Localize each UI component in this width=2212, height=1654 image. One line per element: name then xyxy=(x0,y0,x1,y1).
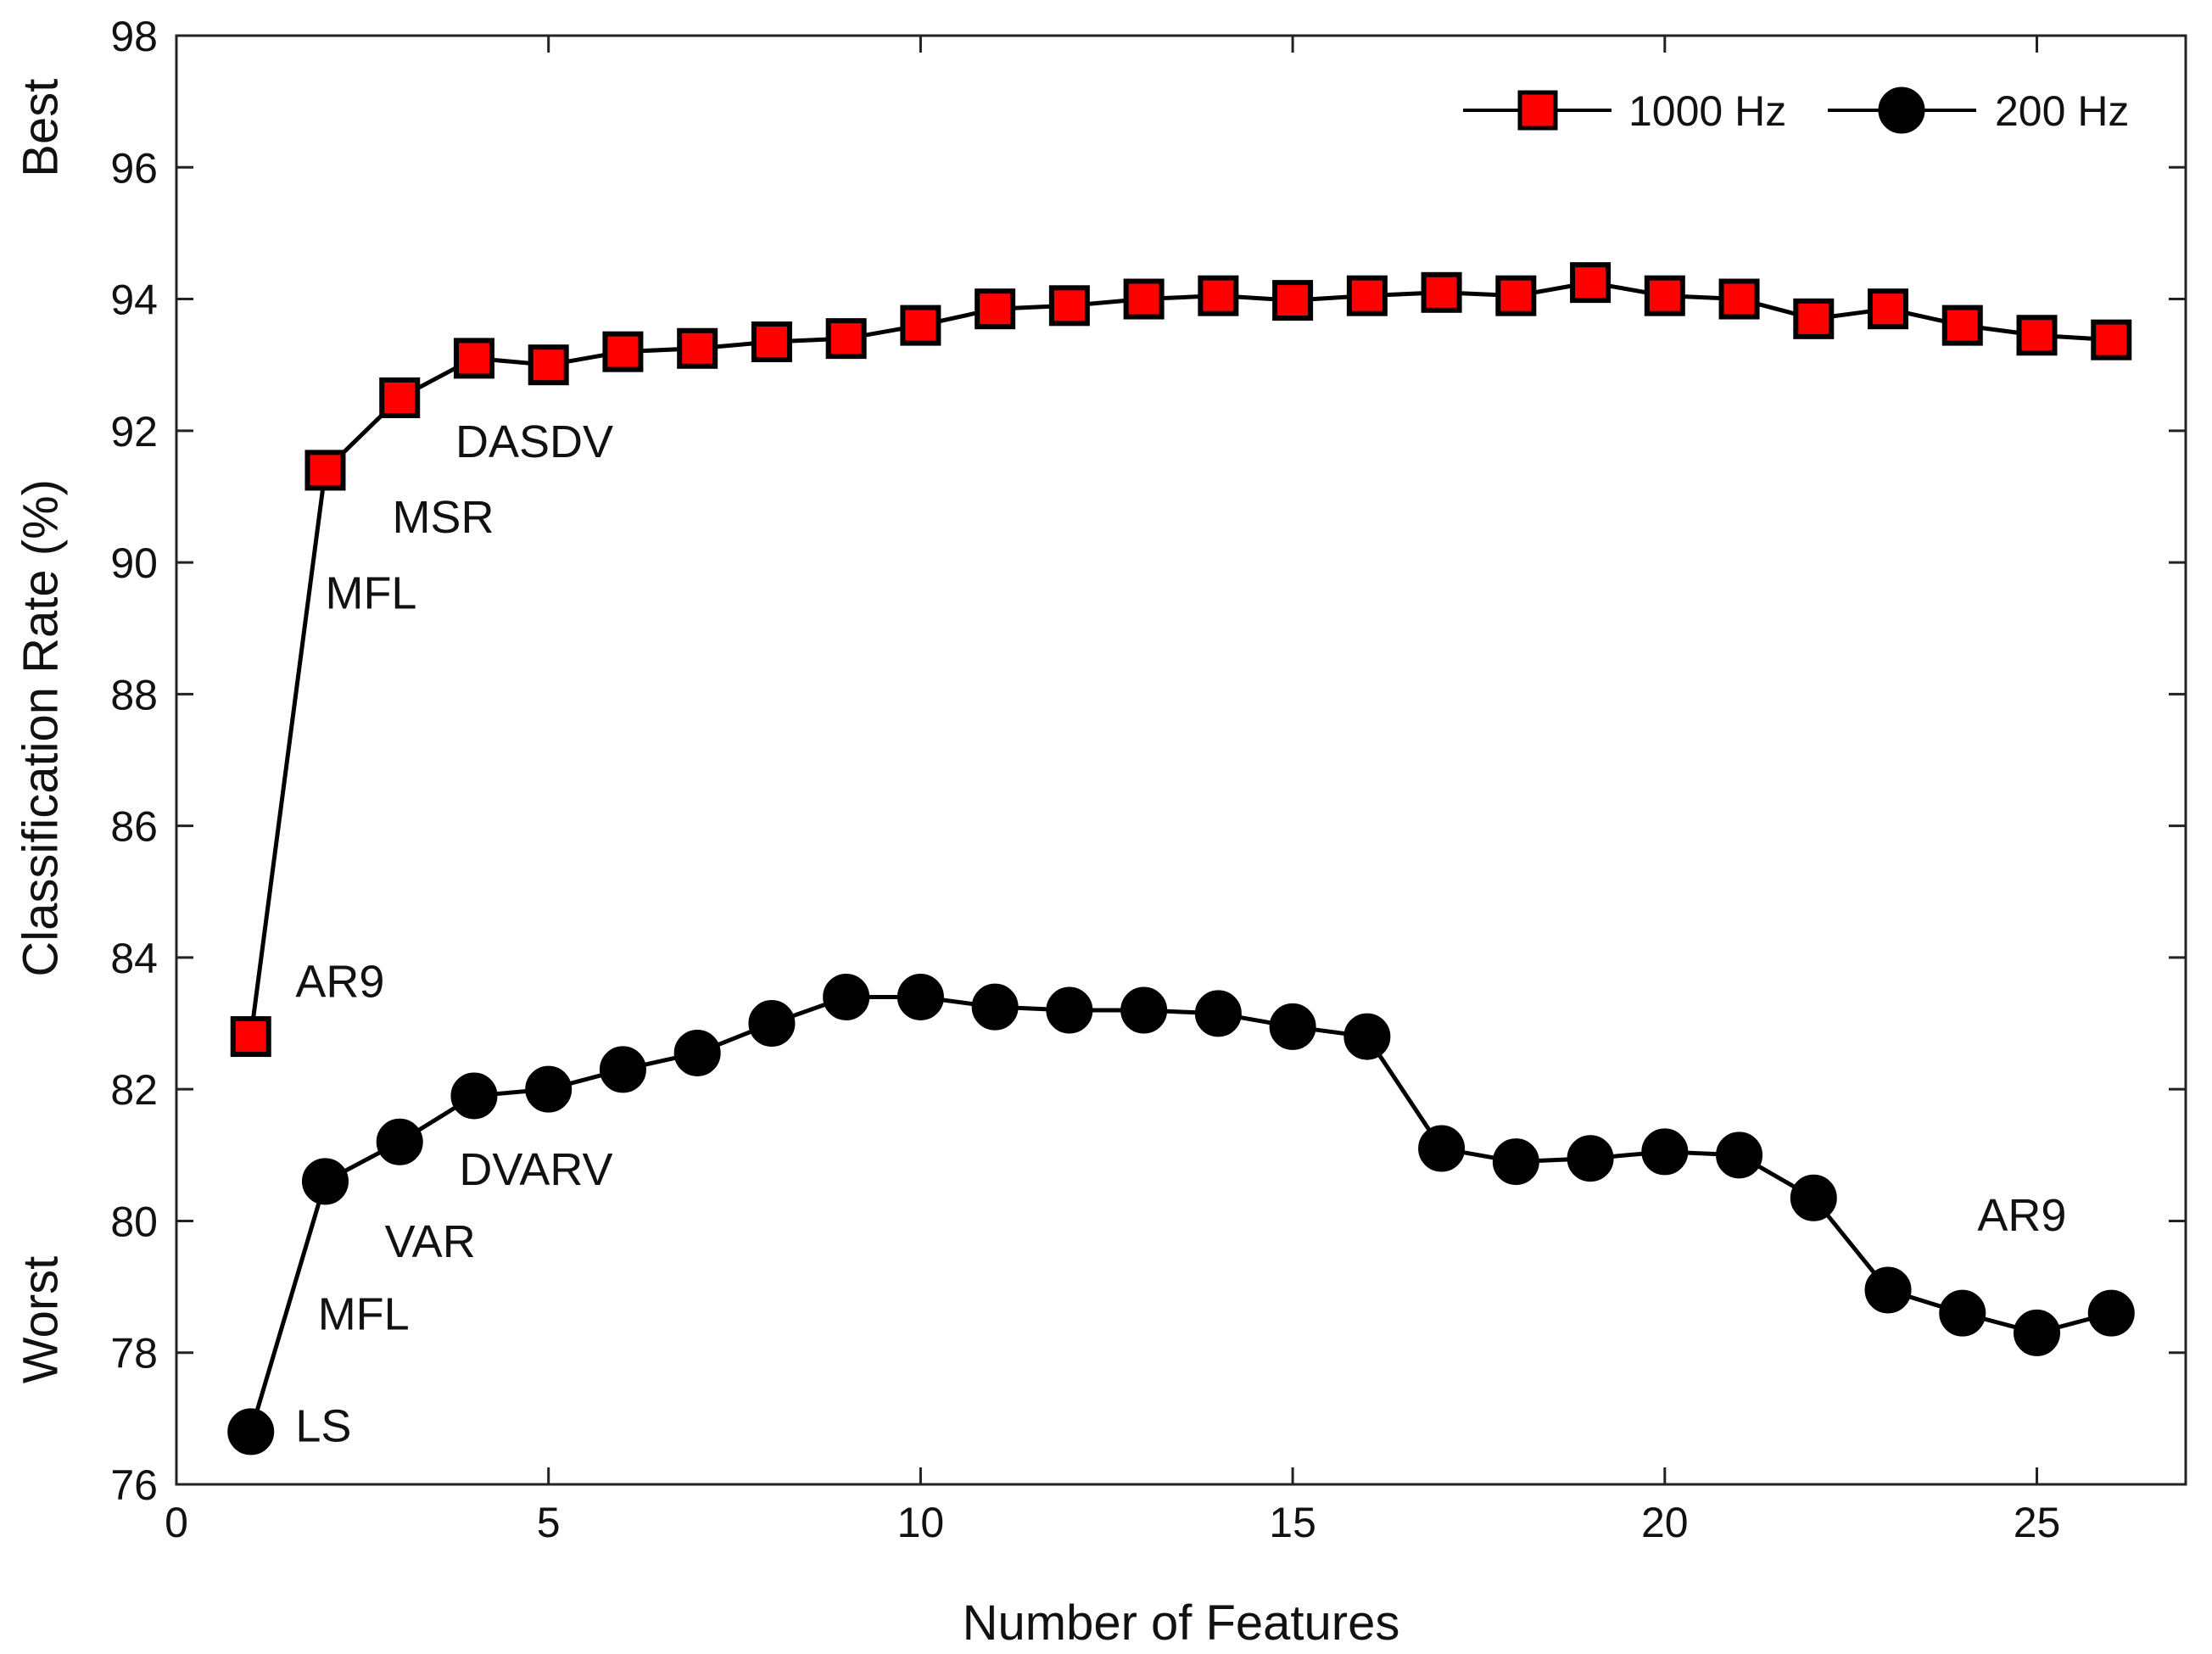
annotation-label: DVARV xyxy=(459,1144,612,1195)
annotation-label: DASDV xyxy=(455,416,613,467)
annotation-label: AR9 xyxy=(1977,1190,2066,1241)
series-markers xyxy=(227,262,2135,1456)
y-tick-label: 86 xyxy=(110,803,158,851)
y-axis-label: Classification Rate (%) xyxy=(13,479,68,977)
data-point-1000hz xyxy=(975,288,1016,330)
y-axis-best-label: Best xyxy=(13,79,68,177)
data-point-1000hz xyxy=(1346,275,1388,316)
data-point-1000hz xyxy=(230,1016,271,1058)
legend-marker-1000hz xyxy=(1517,90,1558,131)
annotations: AR9 MFL MSR DASDV LS MFL VAR DVARV AR9 xyxy=(295,416,2066,1452)
data-point-200hz xyxy=(1567,1135,1614,1182)
data-point-1000hz xyxy=(1793,298,1835,339)
annotation-label: VAR xyxy=(385,1216,476,1267)
y-axis-worst-label: Worst xyxy=(13,1256,68,1383)
data-point-200hz xyxy=(525,1065,573,1113)
data-point-1000hz xyxy=(2016,315,2058,356)
annotation-label: MFL xyxy=(318,1289,410,1340)
data-point-1000hz xyxy=(1421,271,1462,313)
data-point-200hz xyxy=(1716,1132,1763,1179)
data-point-200hz xyxy=(301,1158,349,1205)
tick-labels: 0 5 10 15 20 25 76 78 80 82 84 86 88 90 92 94 96 98 xyxy=(110,13,2060,1546)
y-tick-label: 84 xyxy=(110,935,158,982)
data-point-200hz xyxy=(971,983,1019,1031)
y-tick-label: 96 xyxy=(110,144,158,192)
data-point-1000hz xyxy=(677,327,718,369)
data-point-200hz xyxy=(673,1029,721,1076)
legend-label-200hz: 200 Hz xyxy=(1995,87,2129,135)
data-point-200hz xyxy=(1641,1128,1689,1176)
annotation-label: LS xyxy=(295,1401,351,1452)
y-tick-label: 82 xyxy=(110,1066,158,1114)
legend-label-1000hz: 1000 Hz xyxy=(1628,87,1786,135)
data-point-200hz xyxy=(1790,1174,1837,1221)
x-tick-label: 25 xyxy=(2014,1499,2061,1546)
data-point-200hz xyxy=(823,973,870,1020)
data-point-200hz xyxy=(1269,1003,1316,1050)
x-tick-label: 5 xyxy=(537,1499,561,1546)
data-point-200hz xyxy=(2014,1309,2061,1356)
data-point-200hz xyxy=(227,1408,275,1456)
data-point-1000hz xyxy=(1198,275,1239,316)
x-tick-label: 0 xyxy=(165,1499,188,1546)
data-point-200hz xyxy=(2087,1289,2135,1337)
plot-frame xyxy=(175,34,2187,1486)
data-point-200hz xyxy=(897,973,944,1020)
data-point-1000hz xyxy=(1718,278,1760,320)
legend-marker-200hz xyxy=(1878,87,1925,134)
y-tick-label: 78 xyxy=(110,1330,158,1377)
data-point-200hz xyxy=(450,1072,498,1120)
annotation-label: MFL xyxy=(325,567,416,618)
data-point-1000hz xyxy=(2091,319,2132,360)
y-tick-label: 90 xyxy=(110,539,158,587)
x-tick-label: 15 xyxy=(1269,1499,1316,1546)
data-point-1000hz xyxy=(379,377,421,418)
data-point-1000hz xyxy=(1868,288,1909,330)
data-point-1000hz xyxy=(900,305,941,346)
data-point-200hz xyxy=(1343,1013,1391,1060)
y-tick-label: 94 xyxy=(110,277,158,324)
data-point-200hz xyxy=(1418,1125,1466,1172)
data-point-1000hz xyxy=(453,338,494,379)
data-point-1000hz xyxy=(1495,275,1537,316)
data-point-1000hz xyxy=(602,331,644,372)
data-point-200hz xyxy=(1492,1138,1539,1186)
y-tick-label: 76 xyxy=(110,1461,158,1509)
data-point-200hz xyxy=(1194,990,1242,1037)
data-point-1000hz xyxy=(1570,262,1612,304)
y-tick-label: 92 xyxy=(110,408,158,455)
y-tick-label: 80 xyxy=(110,1198,158,1245)
annotation-label: AR9 xyxy=(295,956,384,1007)
data-point-1000hz xyxy=(1644,275,1685,316)
x-tick-label: 10 xyxy=(897,1499,945,1546)
data-point-1000hz xyxy=(1123,278,1165,320)
y-tick-label: 88 xyxy=(110,671,158,718)
data-point-1000hz xyxy=(1048,285,1090,327)
data-point-200hz xyxy=(599,1046,646,1093)
data-point-1000hz xyxy=(304,450,346,491)
y-tick-label: 98 xyxy=(110,13,158,60)
data-point-200hz xyxy=(1120,986,1168,1034)
data-point-1000hz xyxy=(751,321,792,363)
data-point-200hz xyxy=(748,1000,796,1048)
data-point-200hz xyxy=(1939,1289,1986,1337)
data-point-1000hz xyxy=(825,318,867,360)
x-tick-label: 20 xyxy=(1641,1499,1689,1546)
data-point-200hz xyxy=(1864,1266,1912,1314)
data-point-1000hz xyxy=(1272,280,1314,321)
data-point-200hz xyxy=(376,1118,423,1165)
x-axis-label: Number of Features xyxy=(963,1595,1400,1651)
data-point-1000hz xyxy=(528,344,569,386)
annotation-label: MSR xyxy=(392,492,494,543)
data-point-200hz xyxy=(1046,986,1093,1034)
data-point-1000hz xyxy=(1941,305,1983,346)
legend: 1000 Hz 200 Hz xyxy=(1463,87,2129,135)
